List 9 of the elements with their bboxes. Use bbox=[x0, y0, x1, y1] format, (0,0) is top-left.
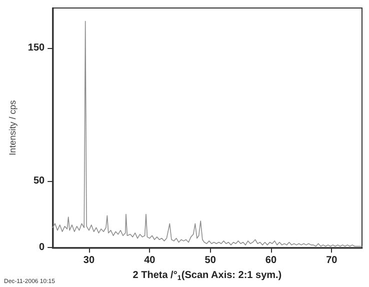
y-tick-label: 50 bbox=[33, 176, 46, 187]
y-tick-label: 150 bbox=[28, 42, 46, 54]
y-axis-title: Intensity / cps bbox=[8, 100, 18, 156]
x-tick-label: 70 bbox=[326, 255, 338, 266]
y-tick-label: 0 bbox=[39, 242, 46, 254]
x-tick-label: 60 bbox=[265, 255, 277, 266]
x-tick-label: 30 bbox=[83, 255, 95, 266]
x-tick-label: 50 bbox=[204, 255, 216, 266]
x-tick-label: 40 bbox=[144, 255, 156, 266]
